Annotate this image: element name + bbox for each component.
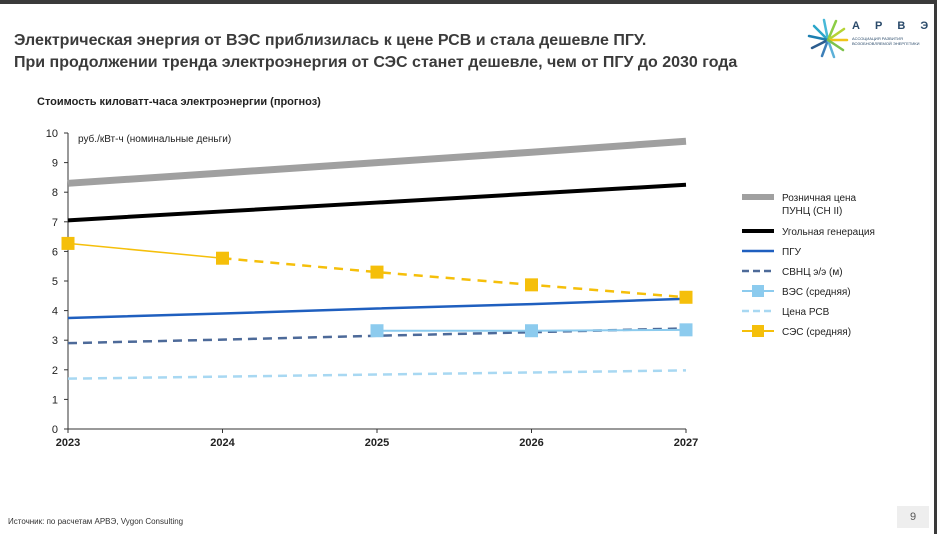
legend-marker-4 xyxy=(752,285,764,297)
legend-item-3: СВНЦ э/э (м) xyxy=(738,264,928,284)
legend-symbol-0 xyxy=(742,194,774,200)
series-group-0 xyxy=(67,137,687,187)
series-line-5 xyxy=(67,369,687,380)
series-group-5 xyxy=(67,369,687,380)
chart-title: Стоимость киловатт-часа электроэнергии (… xyxy=(37,96,321,108)
series-line-6-solid xyxy=(67,242,223,259)
series-line-1 xyxy=(67,182,687,223)
x-tick-label: 2024 xyxy=(210,437,235,449)
legend-label-0: Розничная цена ПУНЦ (СН II) xyxy=(782,193,857,217)
right-border xyxy=(934,0,937,534)
legend-label-1: Угольная генерация xyxy=(782,227,875,238)
y-tick-label: 6 xyxy=(52,246,58,258)
source-note: Источник: по расчетам АРВЭ, Vygon Consul… xyxy=(8,517,184,526)
legend-item-6: СЭС (средняя) xyxy=(738,324,928,344)
series-point-4-1 xyxy=(525,324,538,338)
series-line-2 xyxy=(67,297,687,320)
logo-subtitle: АССОЦИАЦИЯ РАЗВИТИЯ ВОЗОБНОВЛЯЕМОЙ ЭНЕРГ… xyxy=(852,36,919,46)
series-line-0 xyxy=(67,137,687,187)
legend-item-4: ВЭС (средняя) xyxy=(738,284,928,304)
legend-symbol-4 xyxy=(742,285,774,297)
y-tick-label: 0 xyxy=(52,424,58,436)
y-tick-label: 7 xyxy=(52,217,58,229)
series-point-4-2 xyxy=(679,323,693,337)
page-number: 9 xyxy=(897,506,929,528)
y-tick-label: 9 xyxy=(52,158,58,170)
arve-logo-mark-icon xyxy=(807,18,849,59)
x-tick-label: 2027 xyxy=(674,437,698,449)
legend-item-2: ПГУ xyxy=(738,244,928,264)
y-tick-label: 10 xyxy=(46,128,58,140)
y-tick-label: 4 xyxy=(52,306,58,318)
legend-label-6: СЭС (средняя) xyxy=(782,327,852,338)
legend-marker-6 xyxy=(752,325,764,337)
chart-unit-label: руб./кВт-ч (номинальные деньги) xyxy=(78,133,231,145)
legend-label-5: Цена РСВ xyxy=(782,307,830,318)
series-point-6-4 xyxy=(679,290,693,304)
legend-item-5: Цена РСВ xyxy=(738,304,928,324)
legend-symbol-1 xyxy=(742,229,774,233)
top-border xyxy=(0,0,937,4)
y-tick-label: 5 xyxy=(52,276,58,288)
legend-symbol-2 xyxy=(742,249,774,253)
x-tick-label: 2025 xyxy=(365,437,389,449)
y-tick-label: 1 xyxy=(52,394,58,406)
legend-symbol-5 xyxy=(742,309,774,313)
arve-logo: А Р В Э АССОЦИАЦИЯ РАЗВИТИЯ ВОЗОБНОВЛЯЕМ… xyxy=(806,14,928,60)
chart-axes: 0 1 2 3 4 5 6 7 8 9 10 2023 2024 2025 2026 2027 xyxy=(46,128,698,449)
legend-symbol-6 xyxy=(742,325,774,337)
legend-item-1: Угольная генерация xyxy=(738,224,928,244)
y-tick-label: 3 xyxy=(52,335,58,347)
slide-title-line1: Электрическая энергия от ВЭС приблизилас… xyxy=(14,32,647,49)
series-group-1 xyxy=(67,182,687,223)
x-tick-label: 2026 xyxy=(519,437,543,449)
legend-label-4: ВЭС (средняя) xyxy=(782,287,851,298)
slide-title-line2: При продолжении тренда электроэнергия от… xyxy=(14,54,738,71)
y-tick-label: 8 xyxy=(52,187,58,199)
chart-legend: Розничная цена ПУНЦ (СН II) Угольная гене… xyxy=(738,190,928,344)
series-point-4-0 xyxy=(370,324,384,338)
series-group-2 xyxy=(67,297,687,320)
logo-subtitle-line2: ВОЗОБНОВЛЯЕМОЙ ЭНЕРГЕТИКИ xyxy=(852,41,920,46)
series-point-6-0 xyxy=(61,236,75,250)
series-point-6-3 xyxy=(525,278,538,292)
x-tick-label: 2023 xyxy=(56,437,80,449)
legend-label-3: СВНЦ э/э (м) xyxy=(782,267,843,278)
series-line-6-dashed xyxy=(222,256,687,299)
series-point-6-1 xyxy=(216,251,229,265)
y-tick-label: 2 xyxy=(52,365,58,377)
logo-name: А Р В Э xyxy=(852,20,935,32)
slide-title: Электрическая энергия от ВЭС приблизилас… xyxy=(14,30,737,74)
series-group-6 xyxy=(61,236,693,304)
legend-symbol-3 xyxy=(742,269,774,273)
legend-label-2: ПГУ xyxy=(782,247,801,258)
legend-item-0: Розничная цена ПУНЦ (СН II) xyxy=(738,190,928,224)
logo-subtitle-line1: АССОЦИАЦИЯ РАЗВИТИЯ xyxy=(852,36,903,41)
chart-series xyxy=(61,137,693,380)
series-group-4 xyxy=(370,323,693,338)
series-point-6-2 xyxy=(370,265,384,279)
